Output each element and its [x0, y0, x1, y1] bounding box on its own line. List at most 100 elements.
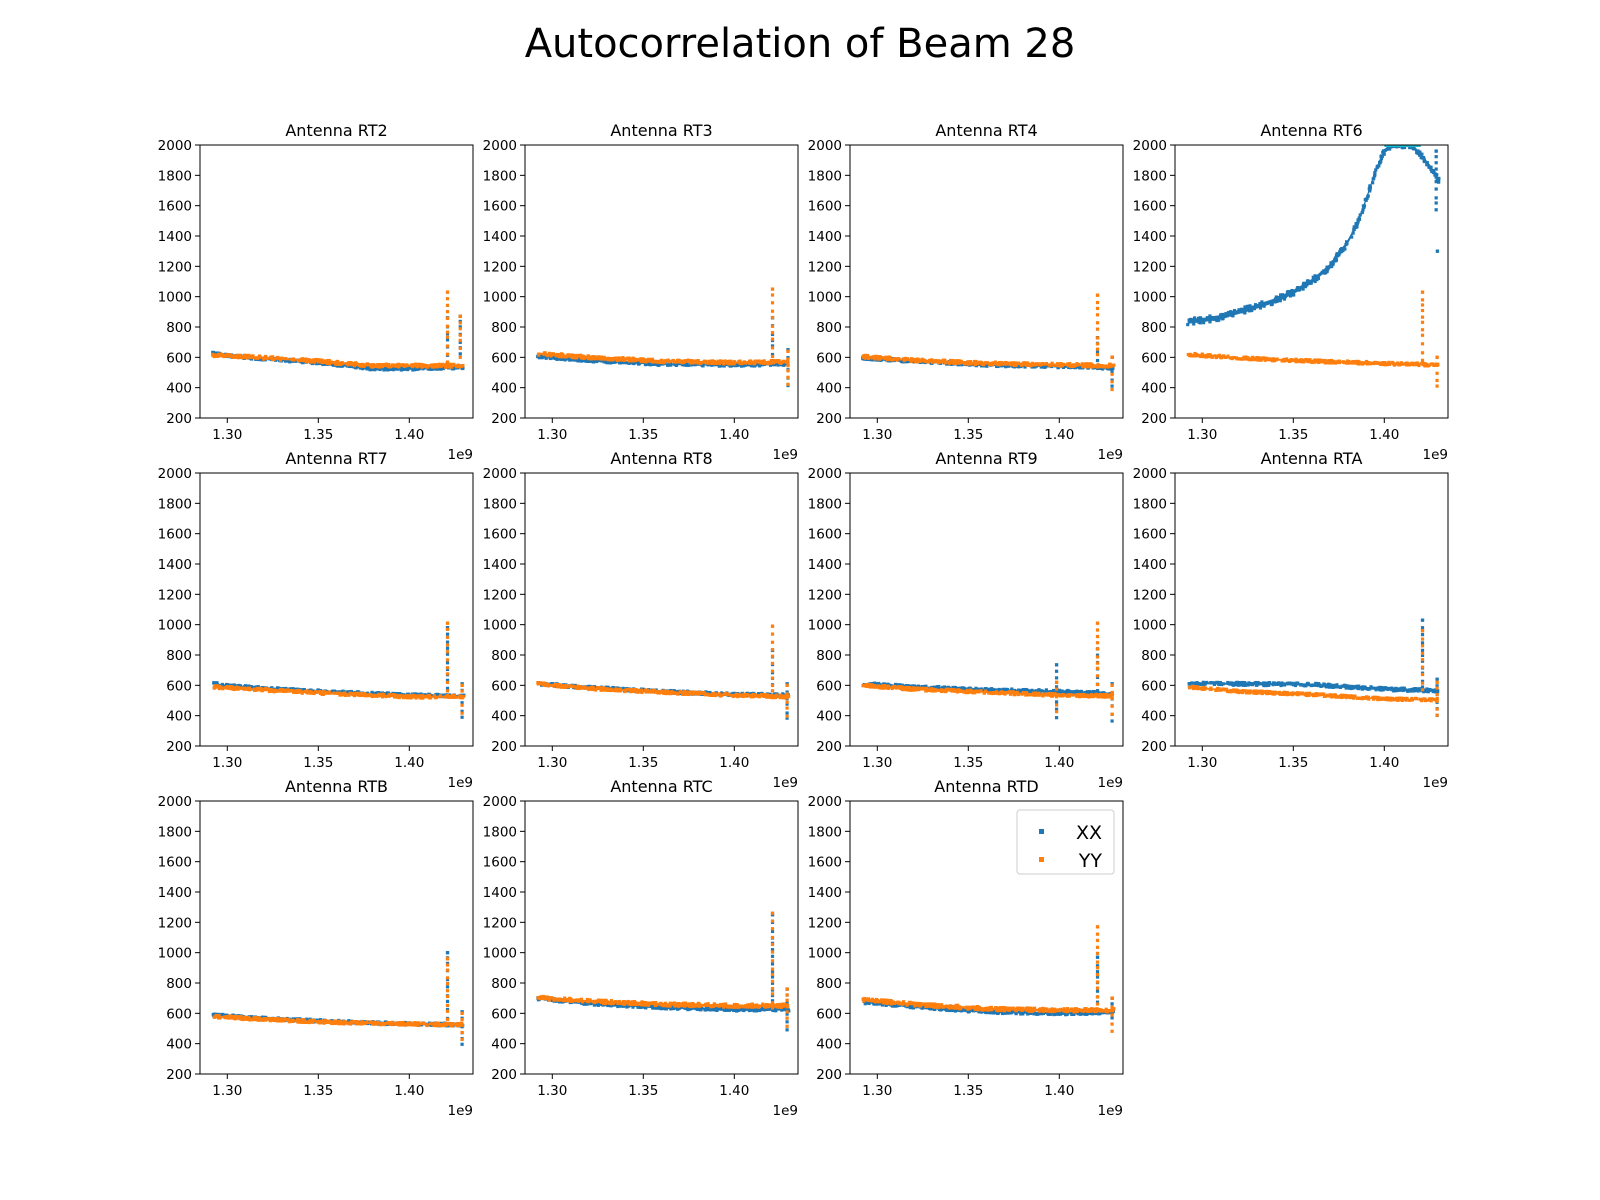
spike-point-yy	[445, 335, 450, 339]
spike-point-yy	[770, 301, 775, 305]
spike-point-xx	[1434, 187, 1438, 191]
data-point-xx	[776, 361, 780, 365]
spike-point-yy	[770, 309, 775, 313]
saturation-marker	[1384, 145, 1421, 147]
subplot-antenna-rt2: Antenna RT220040060080010001200140016001…	[158, 121, 474, 463]
data-point-yy	[1101, 692, 1106, 697]
data-point-yy	[281, 688, 285, 692]
data-point-yy	[1260, 356, 1264, 360]
spike-point-yy	[1435, 384, 1439, 388]
spike-point-yy	[458, 338, 462, 342]
spike-point-xx	[1434, 208, 1438, 212]
spike-point-yy	[445, 643, 450, 647]
y-tick-label: 1200	[808, 259, 842, 275]
series-band-yy	[537, 682, 789, 698]
plot-area	[536, 287, 790, 388]
spike-point-yy	[445, 316, 450, 320]
spike-point-yy	[1054, 695, 1059, 699]
spike-peak-xx	[1054, 663, 1059, 667]
data-point-yy	[259, 686, 263, 691]
spike-point-yy	[458, 327, 462, 331]
x-tick-label: 1.30	[212, 755, 242, 771]
y-tick-label: 600	[166, 350, 192, 366]
spike-point-xx	[460, 715, 464, 719]
data-point-xx	[404, 365, 408, 370]
data-point-yy	[866, 683, 870, 687]
data-point-xx	[1382, 152, 1386, 156]
spike-point-yy	[460, 689, 464, 693]
data-point-yy	[717, 361, 721, 366]
spike-point-yy	[1095, 682, 1100, 687]
data-point-xx	[666, 363, 670, 367]
data-point-yy	[903, 356, 908, 361]
data-point-xx	[1037, 688, 1041, 692]
x-offset-label: 1e9	[448, 775, 473, 791]
data-point-yy	[578, 684, 583, 689]
spike-point-xx	[445, 338, 450, 342]
data-point-yy	[217, 352, 221, 356]
spike-point-xx	[1434, 167, 1438, 171]
spike-point-yy	[1110, 697, 1114, 701]
data-point-yy	[1249, 358, 1253, 362]
data-point-yy	[1096, 695, 1100, 699]
plot-frame	[849, 144, 1124, 419]
data-point-yy	[409, 696, 413, 700]
y-tick-label: 400	[166, 709, 192, 725]
data-point-yy	[632, 688, 636, 692]
data-point-yy	[594, 688, 598, 692]
data-point-xx	[1437, 176, 1441, 181]
data-point-yy	[1022, 361, 1026, 365]
data-point-xx	[361, 367, 365, 371]
data-point-xx	[674, 363, 678, 367]
data-point-yy	[944, 689, 948, 694]
spike-point-xx	[458, 352, 462, 356]
data-point-yy	[778, 693, 782, 697]
spike-point-xx	[1110, 370, 1114, 374]
data-point-xx	[1260, 300, 1264, 304]
y-tick-label: 2000	[483, 466, 517, 482]
data-point-xx	[1406, 142, 1409, 145]
spike-peak-yy	[770, 287, 775, 291]
data-point-yy	[893, 684, 897, 689]
data-point-yy	[347, 693, 351, 697]
spike-point-yy	[1095, 342, 1100, 346]
series-band-yy	[537, 352, 789, 364]
data-point-yy	[771, 696, 776, 700]
x-tick-label: 1.30	[1187, 427, 1217, 443]
data-point-yy	[320, 692, 324, 696]
y-tick-label: 1400	[483, 557, 517, 573]
data-point-xx	[1057, 688, 1061, 692]
data-point-xx	[1343, 247, 1347, 251]
data-point-yy	[676, 692, 680, 696]
y-tick-label: 1800	[483, 496, 517, 512]
x-offset-label: 1e9	[1098, 775, 1123, 791]
x-tick-label: 1.40	[1369, 427, 1399, 443]
data-point-yy	[731, 694, 735, 699]
spike-point-yy	[1420, 358, 1425, 362]
data-point-yy	[1108, 695, 1112, 699]
spike-point-yy	[770, 689, 775, 693]
data-point-xx	[1286, 289, 1290, 294]
data-point-yy	[1354, 359, 1358, 364]
data-point-xx	[370, 690, 374, 694]
y-tick-label: 1200	[483, 587, 517, 603]
data-point-yy	[639, 359, 643, 364]
data-point-xx	[1243, 311, 1247, 315]
data-point-yy	[542, 351, 547, 355]
data-point-xx	[751, 364, 755, 368]
data-point-yy	[1244, 355, 1248, 359]
data-point-xx	[949, 362, 954, 366]
data-point-yy	[1310, 360, 1314, 364]
data-point-yy	[873, 357, 877, 361]
spike-point-yy	[1435, 378, 1439, 383]
data-point-yy	[450, 362, 454, 367]
data-point-yy	[890, 358, 894, 362]
spike-point-xx	[1054, 707, 1059, 711]
x-tick-label: 1.40	[394, 427, 424, 443]
y-tick-label: 2000	[158, 138, 192, 154]
spike-point-yy	[1095, 306, 1100, 311]
data-point-yy	[1420, 361, 1424, 365]
data-point-xx	[896, 683, 900, 687]
data-point-yy	[1391, 360, 1395, 365]
spike-point-yy	[445, 658, 450, 662]
